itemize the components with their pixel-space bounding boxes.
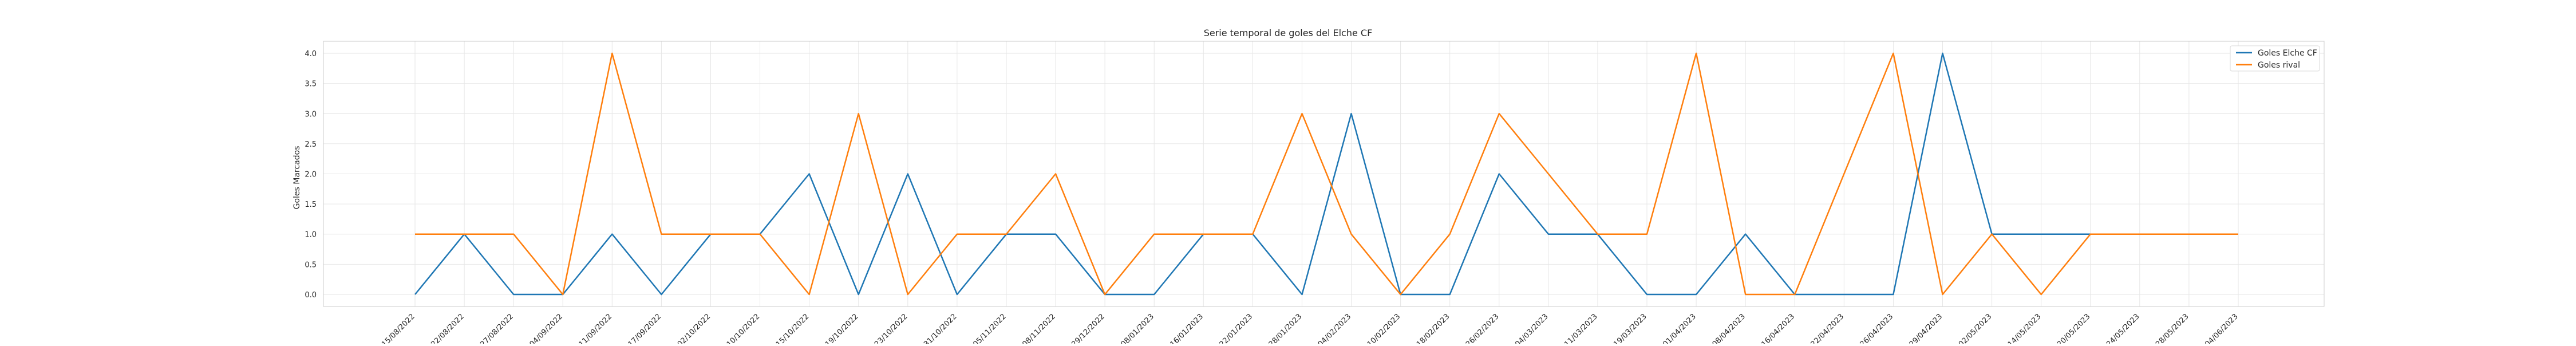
x-tick-label: 23/10/2022 xyxy=(873,312,910,344)
x-tick-label: 22/04/2023 xyxy=(1809,312,1846,344)
x-tick-label: 15/08/2022 xyxy=(380,312,417,344)
x-ticks: 15/08/2022 22/08/2022 27/08/2022 04/09/2022… xyxy=(380,312,2240,346)
plot-frame xyxy=(323,41,2325,307)
legend: Goles Elche CF Goles rival xyxy=(2230,45,2320,72)
x-tick-label: 02/10/2022 xyxy=(676,312,713,344)
x-tick-label: 16/04/2023 xyxy=(1760,312,1797,344)
y-tick-label: 1.0 xyxy=(305,231,317,239)
y-axis-label: Goles Marcados xyxy=(293,146,302,210)
x-tick-label: 19/03/2023 xyxy=(1612,312,1649,344)
x-tick-label: 20/05/2023 xyxy=(2056,312,2092,344)
x-tick-label: 11/03/2023 xyxy=(1563,312,1599,344)
grid xyxy=(323,41,2324,306)
x-tick-label: 28/01/2023 xyxy=(1267,312,1304,344)
x-tick-label: 22/01/2023 xyxy=(1218,312,1255,344)
x-tick-label: 08/04/2023 xyxy=(1710,312,1747,344)
x-tick-label: 26/02/2023 xyxy=(1464,312,1501,344)
x-tick-label: 19/10/2022 xyxy=(824,312,860,344)
y-tick-label: 1.5 xyxy=(305,200,317,209)
y-tick-label: 2.0 xyxy=(305,171,317,179)
y-tick-label: 4.0 xyxy=(305,50,317,58)
x-tick-label: 02/05/2023 xyxy=(1957,312,1994,344)
x-tick-label: 24/05/2023 xyxy=(2105,312,2142,344)
series-line-rival xyxy=(415,52,2238,296)
x-tick-label: 27/08/2022 xyxy=(479,312,515,344)
x-tick-label: 31/10/2022 xyxy=(922,312,959,344)
chart-title: Serie temporal de goles del Elche CF xyxy=(1204,27,1373,38)
y-tick-label: 3.0 xyxy=(305,110,317,119)
x-tick-label: 29/04/2023 xyxy=(1908,312,1945,344)
x-tick-label: 04/02/2023 xyxy=(1317,312,1353,344)
legend-label-rival: Goles rival xyxy=(2258,61,2300,70)
y-tick-label: 0.0 xyxy=(305,291,317,300)
x-tick-label: 28/05/2023 xyxy=(2154,312,2191,344)
x-tick-label: 10/10/2022 xyxy=(725,312,762,344)
x-tick-label: 05/11/2022 xyxy=(971,312,1008,344)
x-tick-label: 22/08/2022 xyxy=(429,312,466,344)
x-tick-label: 08/01/2023 xyxy=(1119,312,1156,344)
x-tick-label: 01/04/2023 xyxy=(1661,312,1698,344)
y-tick-label: 2.5 xyxy=(305,140,317,149)
y-tick-label: 0.5 xyxy=(305,261,317,269)
x-tick-label: 04/06/2023 xyxy=(2203,312,2240,344)
x-tick-label: 08/11/2022 xyxy=(1021,312,1057,344)
x-tick-label: 26/04/2023 xyxy=(1859,312,1895,344)
x-tick-label: 15/10/2022 xyxy=(775,312,811,344)
x-tick-label: 29/12/2022 xyxy=(1070,312,1107,344)
series-lines xyxy=(414,52,2238,296)
y-tick-label: 3.5 xyxy=(305,80,317,89)
x-tick-label: 10/02/2023 xyxy=(1366,312,1402,344)
legend-box xyxy=(2230,45,2320,72)
x-tick-label: 16/01/2023 xyxy=(1169,312,1206,344)
x-tick-label: 18/02/2023 xyxy=(1415,312,1452,344)
legend-label-elche: Goles Elche CF xyxy=(2258,49,2317,58)
y-ticks: 0.0 0.5 1.0 1.5 2.0 2.5 3.0 3.5 4.0 xyxy=(305,50,317,300)
x-tick-label: 17/09/2022 xyxy=(627,312,663,344)
x-tick-label: 04/03/2023 xyxy=(1514,312,1550,344)
x-tick-label: 11/09/2022 xyxy=(578,312,614,344)
x-tick-label: 14/05/2023 xyxy=(2006,312,2043,344)
x-tick-label: 04/09/2022 xyxy=(528,312,564,344)
